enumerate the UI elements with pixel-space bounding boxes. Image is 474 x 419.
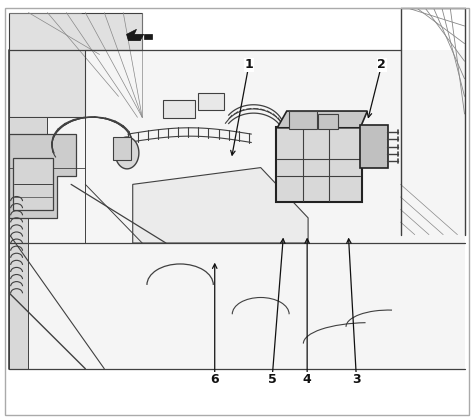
Polygon shape — [115, 137, 139, 169]
Text: 4: 4 — [303, 372, 311, 386]
Polygon shape — [9, 50, 465, 369]
Polygon shape — [144, 34, 152, 39]
FancyBboxPatch shape — [360, 125, 388, 168]
FancyBboxPatch shape — [198, 93, 224, 110]
Polygon shape — [9, 134, 76, 218]
FancyBboxPatch shape — [289, 111, 317, 129]
Polygon shape — [277, 111, 367, 128]
Polygon shape — [133, 168, 308, 243]
Text: 6: 6 — [210, 372, 219, 386]
FancyBboxPatch shape — [318, 114, 338, 129]
Polygon shape — [9, 13, 142, 117]
FancyBboxPatch shape — [276, 127, 362, 202]
Polygon shape — [127, 29, 144, 41]
Text: 2: 2 — [377, 58, 386, 72]
Text: 5: 5 — [268, 372, 276, 386]
FancyBboxPatch shape — [163, 100, 195, 118]
Polygon shape — [9, 117, 47, 369]
Text: 3: 3 — [352, 372, 361, 386]
Text: 1: 1 — [245, 58, 253, 72]
FancyBboxPatch shape — [13, 158, 53, 210]
FancyBboxPatch shape — [113, 137, 131, 160]
